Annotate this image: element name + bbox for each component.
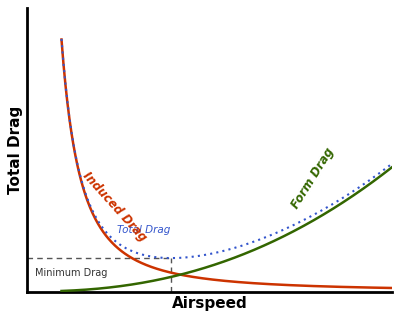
Y-axis label: Total Drag: Total Drag [8, 106, 23, 194]
Text: Form Drag: Form Drag [289, 145, 336, 211]
X-axis label: Airspeed: Airspeed [172, 296, 248, 311]
Text: Minimum Drag: Minimum Drag [35, 268, 107, 278]
Text: Induced Drag: Induced Drag [80, 169, 150, 244]
Text: Total Drag: Total Drag [117, 225, 170, 235]
